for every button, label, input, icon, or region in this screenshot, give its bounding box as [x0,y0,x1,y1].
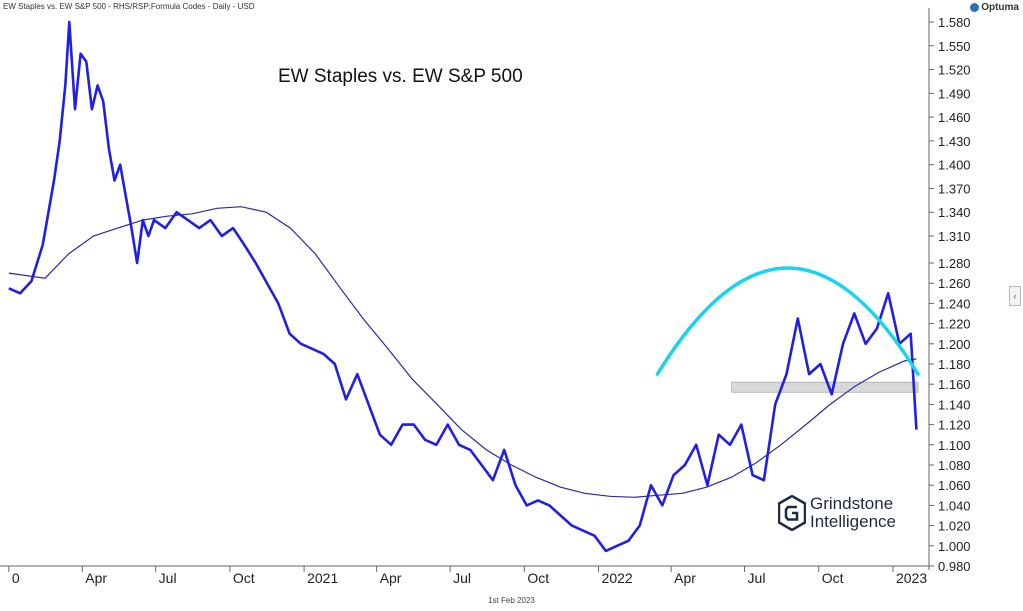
price-tick-label: 1.460 [938,110,971,125]
price-tick-label: 1.000 [938,539,971,554]
logo-line-2: Intelligence [810,512,897,531]
scale-collapse-tab[interactable]: ‹ [1009,286,1021,306]
price-tick-label: 1.490 [938,86,971,101]
date-tick-label: Oct [233,570,255,586]
date-axis: 0 Apr Jul Oct 2021 Apr Jul Oct 2022 Apr Jul Oct 2023 [0,565,929,586]
date-tick-label: 2021 [307,570,338,586]
price-tick-label: 1.120 [938,418,971,433]
date-tick-label: 0 [12,570,20,586]
date-tick-label: 2022 [602,570,633,586]
price-axis: 1.580 1.550 1.520 1.490 1.460 1.430 1.400 1.370… [928,8,971,574]
date-tick-label: Apr [674,570,696,586]
grindstone-logo: Grindstone Intelligence [778,495,896,531]
price-tick-label: 1.580 [938,15,971,30]
footer-date: 1st Feb 2023 [488,596,535,605]
date-tick-label: Oct [822,570,844,586]
chart-title: EW Staples vs. EW S&P 500 [278,66,523,87]
date-tick-label: Jul [748,570,766,586]
price-tick-label: 1.020 [938,519,971,534]
price-tick-label: 1.220 [938,317,971,332]
price-tick-label: 1.040 [938,498,971,513]
price-tick-label: 1.160 [938,377,971,392]
optuma-brand: Optuma [970,2,1019,13]
price-tick-label: 1.240 [938,296,971,311]
price-tick-label: 1.370 [938,181,971,196]
price-tick-label: 1.100 [938,438,971,453]
price-line-layer [8,20,918,553]
price-tick-label: 1.340 [938,205,971,220]
logo-line-1: Grindstone [810,494,894,513]
price-tick-label: 1.140 [938,397,971,412]
hexagon-g-icon [778,495,806,531]
optuma-logo-icon [970,3,980,12]
date-tick-label: Apr [380,570,402,586]
price-tick-label: 1.060 [938,478,971,493]
price-tick-label: 0.980 [938,559,971,574]
price-tick-label: 1.520 [938,63,971,78]
price-tick-label: 1.310 [938,229,971,244]
price-tick-label: 1.400 [938,158,971,173]
arc-annotation-layer [655,266,920,376]
support-band-layer [731,381,919,393]
date-tick-label: Oct [527,570,549,586]
price-line [8,20,918,553]
support-band [731,381,919,393]
price-tick-label: 1.280 [938,256,971,271]
date-tick-label: 2023 [896,570,927,586]
moving-average-layer [8,206,917,498]
date-tick-label: Jul [453,570,471,586]
chart-description: EW Staples vs. EW S&P 500 - RHS/RSP:Form… [3,2,255,11]
moving-average-line [8,206,917,498]
price-tick-label: 1.080 [938,458,971,473]
optuma-label: Optuma [981,2,1019,13]
price-tick-label: 1.550 [938,39,971,54]
price-tick-label: 1.180 [938,357,971,372]
rounding-top-arc [655,266,920,376]
date-tick-label: Jul [159,570,177,586]
price-tick-label: 1.430 [938,134,971,149]
price-tick-label: 1.200 [938,337,971,352]
price-tick-label: 1.260 [938,276,971,291]
date-tick-label: Apr [85,570,107,586]
